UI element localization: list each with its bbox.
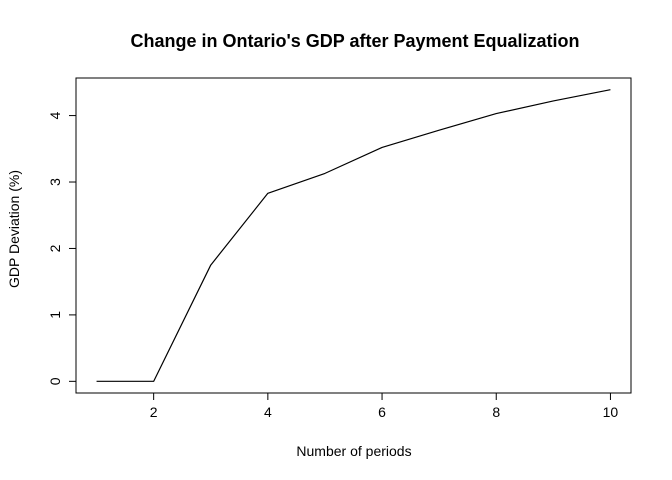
x-tick-label: 6 <box>378 404 386 420</box>
y-axis: 0 1 2 3 4 <box>47 111 76 385</box>
plot-frame <box>75 77 632 394</box>
series-line <box>96 89 611 382</box>
y-tick-label: 4 <box>47 111 63 119</box>
x-axis-label: Number of periods <box>296 443 411 459</box>
y-tick-label: 0 <box>47 377 63 385</box>
chart-title: Change in Ontario's GDP after Payment Eq… <box>130 31 579 51</box>
y-tick-label: 3 <box>47 178 63 186</box>
x-tick-label: 8 <box>492 404 500 420</box>
y-tick-label: 1 <box>47 311 63 319</box>
series-layer <box>96 89 611 382</box>
x-tick-label: 4 <box>264 404 272 420</box>
x-tick-label: 10 <box>603 404 619 420</box>
y-tick-label: 2 <box>47 244 63 252</box>
x-axis: 2 4 6 8 10 <box>150 393 619 420</box>
y-axis-label: GDP Deviation (%) <box>6 170 22 288</box>
x-tick-label: 2 <box>150 404 158 420</box>
